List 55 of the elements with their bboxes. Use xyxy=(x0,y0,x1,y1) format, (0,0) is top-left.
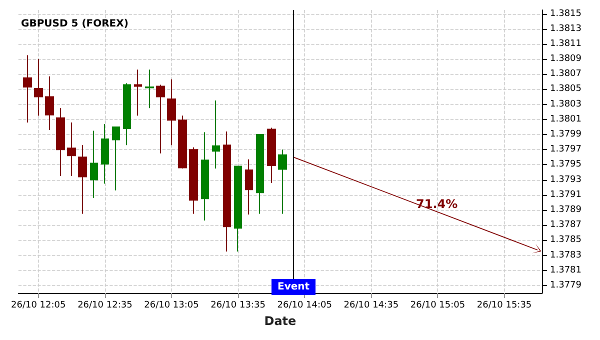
x-tick-label: 26/10 15:05 xyxy=(410,300,466,310)
annotation: 71.4% xyxy=(416,197,458,211)
candlestick xyxy=(167,78,176,146)
x-tick-label: 26/10 12:05 xyxy=(11,300,66,310)
y-tick-label: 1.3787 xyxy=(550,220,582,230)
y-tick-label: 1.3779 xyxy=(550,280,582,290)
candlestick xyxy=(189,146,198,214)
candlestick xyxy=(45,76,54,130)
candlestick xyxy=(245,158,253,216)
y-tick-label: 1.3803 xyxy=(550,99,582,110)
candlestick xyxy=(156,84,165,154)
text: GBPUSD 5 (FOREX) xyxy=(21,18,128,30)
candlestick xyxy=(201,132,209,222)
candlestick xyxy=(34,58,43,116)
y-tick-label: 1.3815 xyxy=(550,8,582,19)
candlestick xyxy=(134,69,142,116)
candlestick xyxy=(223,131,231,252)
x-axis-title: Date xyxy=(264,314,296,328)
candlestick xyxy=(90,130,98,198)
candlestick xyxy=(145,69,154,109)
y-tick-label: 1.3805 xyxy=(550,84,582,94)
x-tick-label: 26/10 12:35 xyxy=(78,300,132,310)
ref-line-label: Event xyxy=(277,282,310,292)
y-tick-label: 1.3797 xyxy=(550,144,582,155)
y-tick-label: 1.3813 xyxy=(550,24,582,34)
candlestick xyxy=(112,126,120,191)
candlestick xyxy=(267,127,276,184)
y-tick-label: 1.3811 xyxy=(550,38,582,49)
y-tick-label: 1.3789 xyxy=(550,204,582,215)
y-tick-label: 1.3793 xyxy=(550,174,582,185)
candlestick xyxy=(78,144,87,214)
candlestick xyxy=(123,82,131,146)
y-tick-label: 1.3799 xyxy=(550,130,582,140)
y-tick-label: 1.3795 xyxy=(550,160,582,170)
y-tick-label: 1.3781 xyxy=(550,265,582,276)
y-tick-label: 1.3791 xyxy=(550,190,582,200)
x-tick-label: 26/10 14:35 xyxy=(344,300,399,310)
y-tick-label: 1.3785 xyxy=(550,235,582,246)
x-tick-label: 26/10 15:35 xyxy=(476,300,532,310)
candlestick xyxy=(101,123,109,184)
candlestick xyxy=(56,108,65,177)
y-tick-label: 1.3801 xyxy=(550,114,582,124)
candlestick xyxy=(23,54,32,123)
candlestick xyxy=(67,122,76,177)
candlestick xyxy=(212,100,220,169)
x-tick-label: 26/10 13:05 xyxy=(144,300,199,310)
candlestick xyxy=(278,149,287,214)
y-tick-label: 1.3783 xyxy=(550,250,582,260)
candlestick xyxy=(178,115,187,169)
y-tick-label: 1.3807 xyxy=(550,69,582,80)
x-tick-label: 26/10 14:05 xyxy=(277,300,332,310)
candlestick xyxy=(234,166,242,252)
x-tick-label: 26/10 13:35 xyxy=(210,300,266,310)
candlestick xyxy=(256,134,264,214)
y-tick-label: 1.3809 xyxy=(550,54,582,64)
